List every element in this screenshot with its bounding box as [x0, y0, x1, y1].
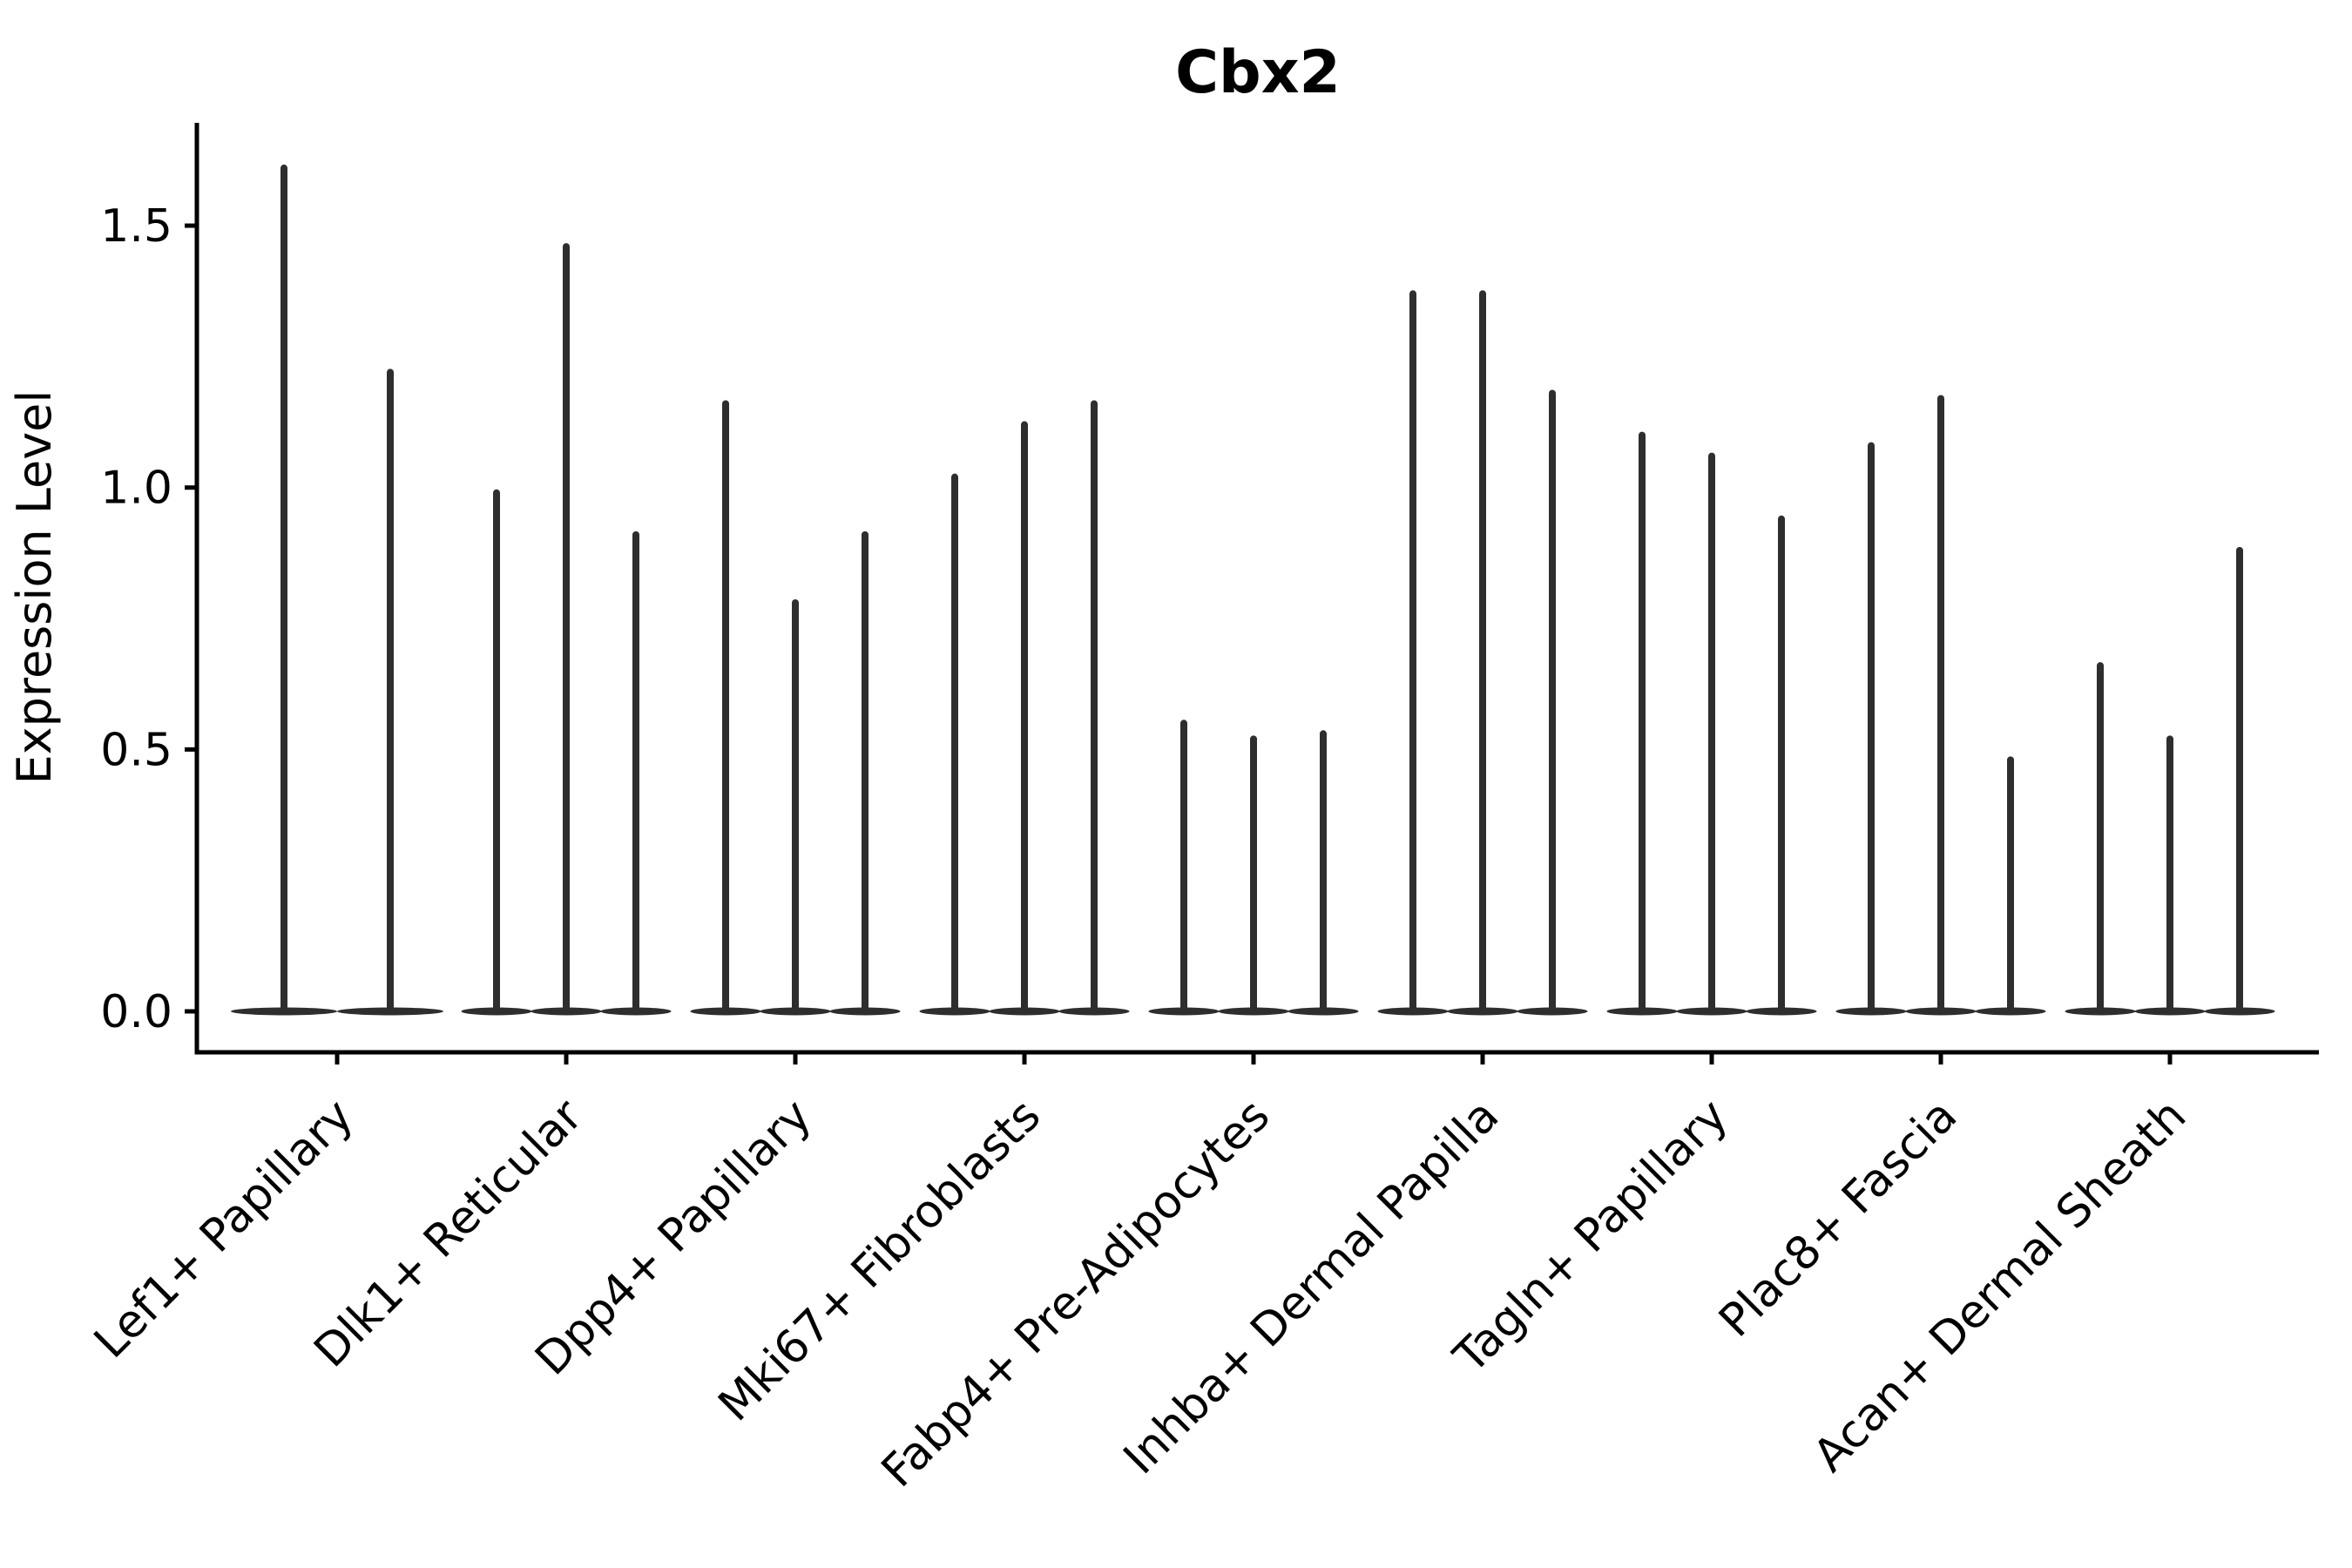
y-tick-label: 1.0 — [100, 463, 172, 515]
x-tick-label: Inhba+ Dermal Papilla — [1114, 1090, 1509, 1484]
y-tick-label: 0.5 — [100, 724, 172, 776]
violin-group-6 — [1377, 290, 1588, 1016]
violin-group-9 — [2065, 546, 2275, 1016]
violins-layer — [231, 164, 2275, 1016]
violin-group-8 — [1835, 395, 2046, 1016]
violin-group-4 — [919, 400, 1130, 1016]
violin-group-3 — [690, 400, 901, 1016]
violin-group-2 — [461, 243, 672, 1016]
x-tick-label: Plac8+ Fascia — [1709, 1090, 1967, 1348]
violin-group-5 — [1148, 720, 1359, 1016]
axes-spines — [194, 123, 2319, 1055]
y-tick-label: 0.0 — [100, 986, 172, 1038]
y-axis-label: Expression Level — [7, 390, 62, 785]
plot-title: Cbx2 — [1175, 38, 1341, 107]
y-tick-label: 1.5 — [100, 200, 172, 253]
x-tick-label: Fabp4+ Pre-Adipocytes — [872, 1090, 1280, 1497]
violin-group-1 — [231, 164, 443, 1016]
x-tick-label: Acan+ Dermal Sheath — [1804, 1090, 2197, 1483]
violin-group-7 — [1606, 431, 1817, 1016]
